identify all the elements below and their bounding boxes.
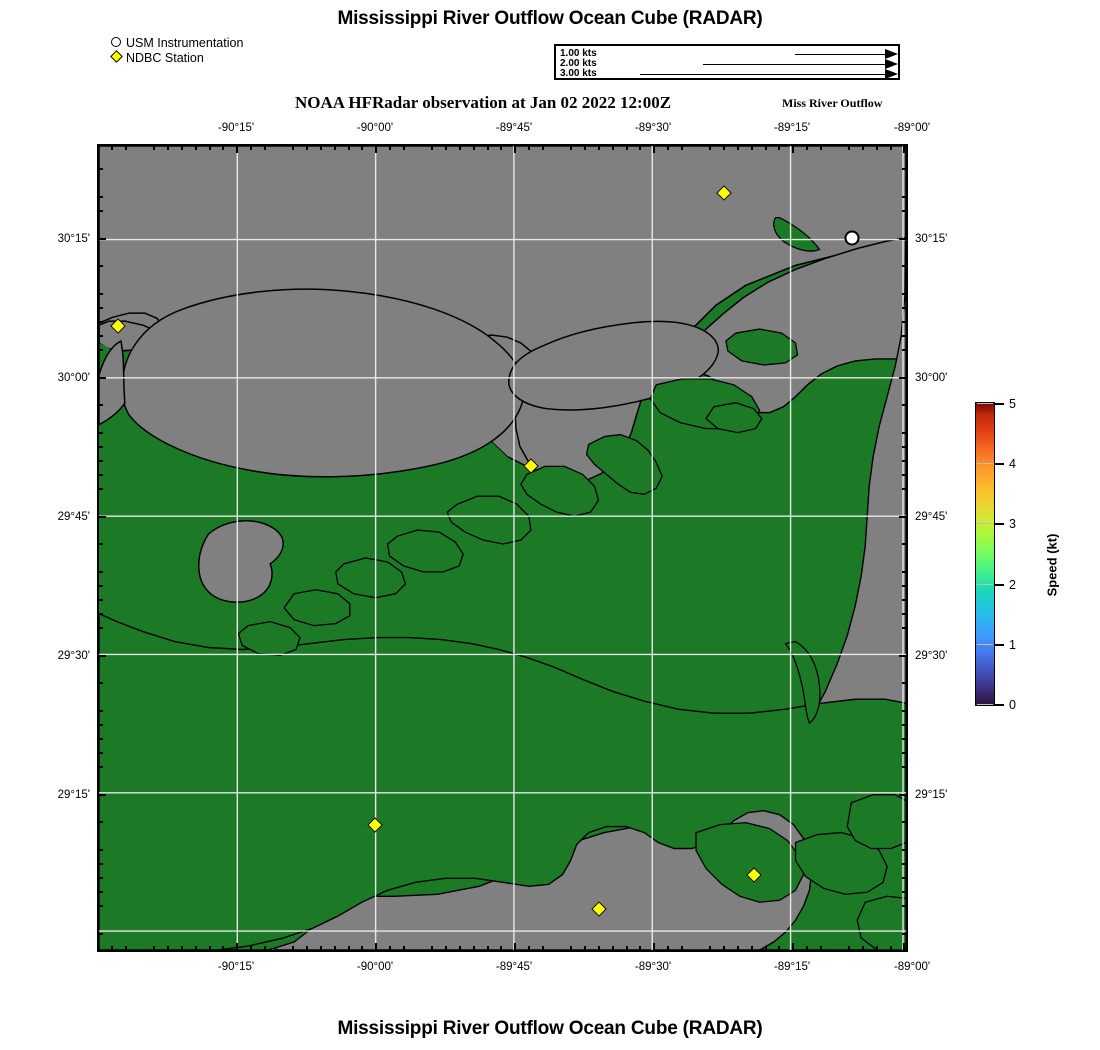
y-tick-label-left: 30°00' bbox=[57, 372, 90, 384]
colorbar-gridline bbox=[976, 463, 994, 465]
y-tick-label-left: 30°15' bbox=[57, 233, 90, 245]
colorbar-tick bbox=[995, 523, 1004, 525]
x-tick-label-top: -90°15' bbox=[217, 122, 255, 134]
vector-shaft-2 bbox=[703, 64, 885, 65]
colorbar-axis-title: Speed (kt) bbox=[1044, 533, 1060, 597]
vector-shaft-3 bbox=[640, 74, 885, 75]
x-tick-label-bottom: -89°15' bbox=[773, 961, 811, 973]
y-tick-label-left: 29°15' bbox=[57, 789, 90, 801]
page-title: Mississippi River Outflow Ocean Cube (RA… bbox=[337, 8, 763, 29]
y-tick-label-right: 30°15' bbox=[915, 233, 948, 245]
x-tick-label-top: -89°15' bbox=[773, 122, 811, 134]
x-tick-label-bottom: -89°30' bbox=[634, 961, 672, 973]
vector-arrowhead-1 bbox=[885, 48, 898, 59]
vector-scale-legend: 1.00 kts 2.00 kts 3.00 kts bbox=[554, 44, 900, 80]
vector-scale-row-1: 1.00 kts bbox=[556, 48, 898, 59]
colorbar-gridline bbox=[976, 523, 994, 525]
y-tick-label-right: 30°00' bbox=[915, 372, 948, 384]
vector-arrowhead-3 bbox=[885, 68, 898, 79]
circle-marker-icon bbox=[110, 36, 126, 50]
legend-item-ndbc-station: NDBC Station bbox=[109, 50, 243, 65]
legend-item-usm-instrumentation: USM Instrumentation bbox=[110, 36, 243, 50]
usm-instrumentation-marker[interactable] bbox=[844, 230, 860, 246]
x-tick-label-top: -90°00' bbox=[356, 122, 394, 134]
vector-scale-label-2: 2.00 kts bbox=[560, 58, 597, 69]
y-tick-label-right: 29°45' bbox=[915, 511, 948, 523]
diamond-marker-icon bbox=[109, 50, 126, 65]
y-tick-label-right: 29°30' bbox=[915, 650, 948, 662]
colorbar-tick-label: 5 bbox=[1009, 397, 1016, 411]
station-legend: USM Instrumentation NDBC Station bbox=[109, 36, 243, 66]
colorbar-gridline bbox=[976, 584, 994, 586]
y-tick-label-left: 29°30' bbox=[57, 650, 90, 662]
colorbar-tick bbox=[995, 644, 1004, 646]
x-tick-label-bottom: -89°00' bbox=[893, 961, 931, 973]
x-tick-label-bottom: -90°00' bbox=[356, 961, 394, 973]
dataset-label: Miss River Outflow bbox=[782, 96, 883, 110]
x-tick-label-bottom: -89°45' bbox=[495, 961, 533, 973]
colorbar-gridline bbox=[976, 403, 994, 405]
colorbar-gradient bbox=[975, 402, 995, 706]
vector-scale-row-3: 3.00 kts bbox=[556, 68, 898, 79]
map-plot-area[interactable] bbox=[97, 144, 908, 952]
page-title-footer: Mississippi River Outflow Ocean Cube (RA… bbox=[337, 1018, 763, 1039]
legend-label-ndbc: NDBC Station bbox=[126, 51, 204, 65]
vector-shaft-1 bbox=[795, 54, 885, 55]
legend-label-usm: USM Instrumentation bbox=[126, 36, 244, 50]
colorbar-tick-label: 2 bbox=[1009, 578, 1016, 592]
colorbar-tick-label: 1 bbox=[1009, 638, 1016, 652]
observation-subtitle: NOAA HFRadar observation at Jan 02 2022 … bbox=[295, 93, 672, 112]
vector-scale-label-3: 3.00 kts bbox=[560, 68, 597, 79]
vector-scale-label-1: 1.00 kts bbox=[560, 48, 597, 59]
colorbar-tick bbox=[995, 704, 1004, 706]
colorbar-tick bbox=[995, 584, 1004, 586]
x-tick-label-top: -89°30' bbox=[634, 122, 672, 134]
vector-scale-row-2: 2.00 kts bbox=[556, 58, 898, 69]
colorbar-tick bbox=[995, 403, 1004, 405]
colorbar-tick bbox=[995, 463, 1004, 465]
colorbar-tick-label: 3 bbox=[1009, 517, 1016, 531]
y-tick-label-right: 29°15' bbox=[915, 789, 948, 801]
colorbar-tick-label: 4 bbox=[1009, 457, 1016, 471]
x-tick-label-top: -89°00' bbox=[893, 122, 931, 134]
colorbar-gridline bbox=[976, 644, 994, 646]
y-tick-label-left: 29°45' bbox=[57, 511, 90, 523]
x-tick-label-bottom: -90°15' bbox=[217, 961, 255, 973]
x-tick-label-top: -89°45' bbox=[495, 122, 533, 134]
coastline-map bbox=[99, 146, 906, 950]
vector-arrowhead-2 bbox=[885, 58, 898, 69]
colorbar-gridline bbox=[976, 704, 994, 706]
colorbar-tick-label: 0 bbox=[1009, 698, 1016, 712]
